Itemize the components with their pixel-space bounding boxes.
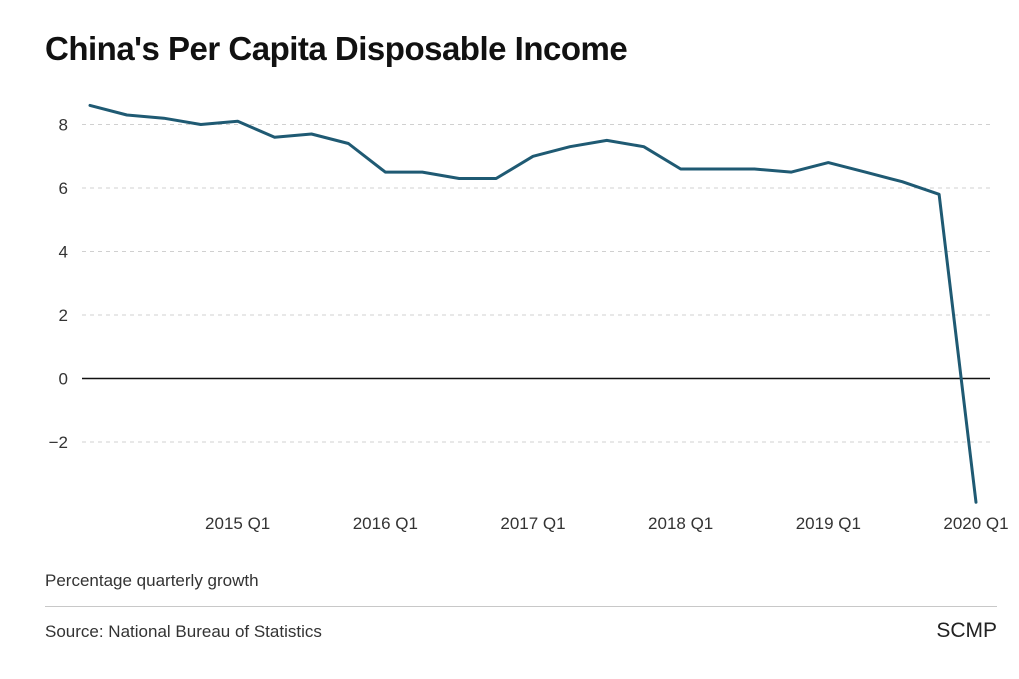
series-group <box>88 103 978 504</box>
x-tick-label: 2019 Q1 <box>796 514 861 533</box>
y-tick-label: 0 <box>59 370 68 389</box>
x-tick-label: 2018 Q1 <box>648 514 713 533</box>
chart-subtitle: Percentage quarterly growth <box>45 571 259 590</box>
y-tick-label: 8 <box>59 116 68 135</box>
brand-logo: SCMP <box>936 619 997 642</box>
y-tick-label: 2 <box>59 306 68 325</box>
x-tick-label: 2016 Q1 <box>353 514 418 533</box>
y-tick-label: 4 <box>59 243 68 262</box>
source-note: Source: National Bureau of Statistics <box>45 622 322 641</box>
x-tick-label: 2015 Q1 <box>205 514 270 533</box>
y-tick-label: 6 <box>59 179 68 198</box>
x-axis-ticks: 2015 Q1 2016 Q1 2017 Q1 2018 Q1 2019 Q1 2020 … <box>205 514 1009 533</box>
chart-title: China's Per Capita Disposable Income <box>45 30 628 67</box>
x-tick-label: 2020 Q1 <box>943 514 1008 533</box>
series-line <box>88 103 978 504</box>
footer-divider <box>45 606 997 607</box>
gridlines <box>82 124 990 443</box>
x-tick-label: 2017 Q1 <box>500 514 565 533</box>
y-tick-label: −2 <box>49 433 68 452</box>
y-axis-ticks: −2 0 2 4 6 8 <box>49 116 68 453</box>
